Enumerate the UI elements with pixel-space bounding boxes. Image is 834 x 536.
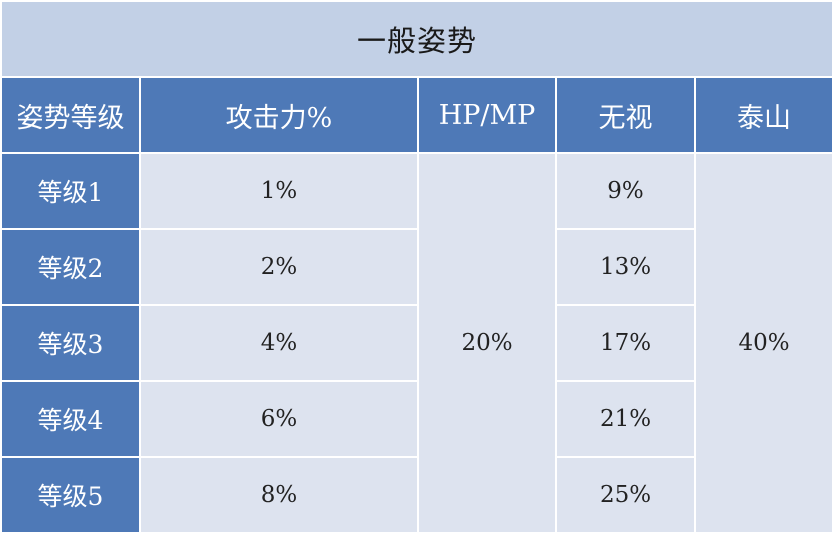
level-cell: 等级2 [0,228,141,306]
table-title: 一般姿势 [0,0,834,78]
level-cell: 等级1 [0,152,141,230]
header-taishan: 泰山 [693,76,834,154]
attack-cell: 1% [139,152,419,230]
title-row: 一般姿势 [0,0,834,78]
ignore-cell: 17% [555,304,696,382]
attack-cell: 4% [139,304,419,382]
attack-cell: 6% [139,380,419,458]
header-row: 姿势等级 攻击力% HP/MP 无视 泰山 [0,76,834,154]
level-cell: 等级3 [0,304,141,382]
level-cell: 等级5 [0,456,141,534]
attack-cell: 2% [139,228,419,306]
table-row: 等级3 4% 17% [0,304,833,382]
table-row: 等级2 2% 13% [0,228,833,306]
taishan-merged-cell: 40% [693,152,834,534]
header-hp-mp: HP/MP [417,76,557,154]
attack-cell: 8% [139,456,419,534]
ignore-cell: 13% [555,228,696,306]
table-row: 等级4 6% 21% [0,380,833,458]
table-row: 等级1 1% 20% 9% 40% [0,152,834,534]
level-cell: 等级4 [0,380,141,458]
header-stance-level: 姿势等级 [0,76,141,154]
table-row: 等级5 8% 25% [0,456,833,534]
header-ignore: 无视 [555,76,696,154]
header-attack-percent: 攻击力% [139,76,419,154]
ignore-cell: 25% [555,456,696,534]
hp-mp-merged-cell: 20% [417,152,557,534]
ignore-cell: 9% [555,152,696,230]
ignore-cell: 21% [555,380,696,458]
